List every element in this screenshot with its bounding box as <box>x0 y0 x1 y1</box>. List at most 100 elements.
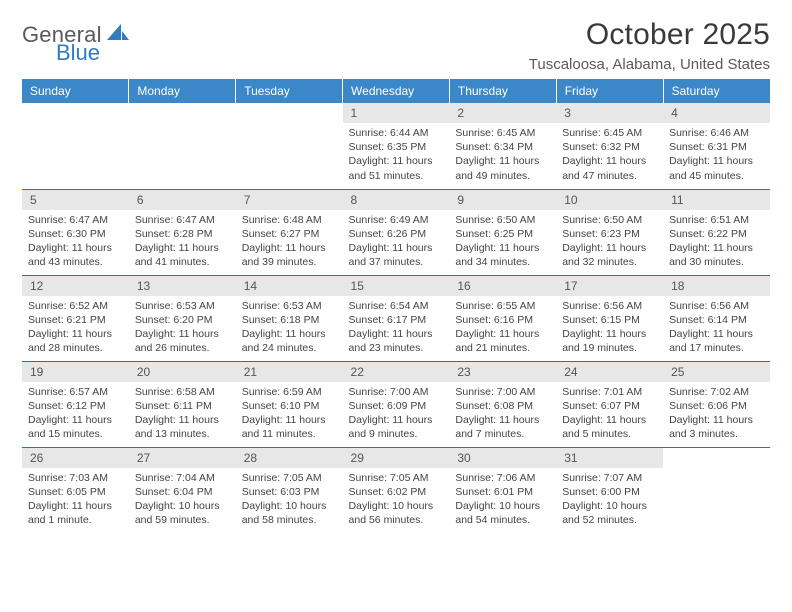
day-cell: 29Sunrise: 7:05 AMSunset: 6:02 PMDayligh… <box>343 448 450 534</box>
daylight-line: Daylight: 11 hours and 45 minutes. <box>669 154 764 182</box>
sunset-line: Sunset: 6:17 PM <box>349 313 444 327</box>
calendar-cell: 21Sunrise: 6:59 AMSunset: 6:10 PMDayligh… <box>236 361 343 447</box>
day-cell: 4Sunrise: 6:46 AMSunset: 6:31 PMDaylight… <box>663 103 770 189</box>
daylight-line: Daylight: 11 hours and 1 minute. <box>28 499 123 527</box>
day-number: 28 <box>236 448 343 468</box>
sunrise-line: Sunrise: 7:03 AM <box>28 471 123 485</box>
day-cell: 16Sunrise: 6:55 AMSunset: 6:16 PMDayligh… <box>449 276 556 361</box>
sunrise-line: Sunrise: 7:04 AM <box>135 471 230 485</box>
calendar-cell <box>22 103 129 189</box>
day-number: 16 <box>449 276 556 296</box>
day-details: Sunrise: 6:49 AMSunset: 6:26 PMDaylight:… <box>343 210 450 274</box>
day-details: Sunrise: 6:47 AMSunset: 6:28 PMDaylight:… <box>129 210 236 274</box>
calendar-cell: 14Sunrise: 6:53 AMSunset: 6:18 PMDayligh… <box>236 275 343 361</box>
day-number: 1 <box>343 103 450 123</box>
day-number: 17 <box>556 276 663 296</box>
day-header: Friday <box>556 79 663 103</box>
sunset-line: Sunset: 6:14 PM <box>669 313 764 327</box>
calendar-cell: 2Sunrise: 6:45 AMSunset: 6:34 PMDaylight… <box>449 103 556 189</box>
daylight-line: Daylight: 11 hours and 39 minutes. <box>242 241 337 269</box>
sunset-line: Sunset: 6:21 PM <box>28 313 123 327</box>
day-number: 15 <box>343 276 450 296</box>
day-cell: 20Sunrise: 6:58 AMSunset: 6:11 PMDayligh… <box>129 362 236 447</box>
sunrise-line: Sunrise: 6:52 AM <box>28 299 123 313</box>
day-cell: 27Sunrise: 7:04 AMSunset: 6:04 PMDayligh… <box>129 448 236 534</box>
sunset-line: Sunset: 6:23 PM <box>562 227 657 241</box>
sunrise-line: Sunrise: 6:50 AM <box>562 213 657 227</box>
daylight-line: Daylight: 11 hours and 15 minutes. <box>28 413 123 441</box>
calendar-row: 5Sunrise: 6:47 AMSunset: 6:30 PMDaylight… <box>22 189 770 275</box>
sunset-line: Sunset: 6:12 PM <box>28 399 123 413</box>
day-number: 22 <box>343 362 450 382</box>
month-title: October 2025 <box>529 18 770 52</box>
daylight-line: Daylight: 11 hours and 5 minutes. <box>562 413 657 441</box>
calendar-cell: 22Sunrise: 7:00 AMSunset: 6:09 PMDayligh… <box>343 361 450 447</box>
day-details: Sunrise: 6:47 AMSunset: 6:30 PMDaylight:… <box>22 210 129 274</box>
calendar-cell: 30Sunrise: 7:06 AMSunset: 6:01 PMDayligh… <box>449 447 556 533</box>
logo-text: General Blue <box>22 24 129 64</box>
calendar-body: 1Sunrise: 6:44 AMSunset: 6:35 PMDaylight… <box>22 103 770 533</box>
day-details: Sunrise: 6:45 AMSunset: 6:34 PMDaylight:… <box>449 123 556 187</box>
day-number: 21 <box>236 362 343 382</box>
calendar-cell: 18Sunrise: 6:56 AMSunset: 6:14 PMDayligh… <box>663 275 770 361</box>
day-header: Wednesday <box>343 79 450 103</box>
daylight-line: Daylight: 11 hours and 13 minutes. <box>135 413 230 441</box>
daylight-line: Daylight: 11 hours and 26 minutes. <box>135 327 230 355</box>
calendar-cell: 11Sunrise: 6:51 AMSunset: 6:22 PMDayligh… <box>663 189 770 275</box>
daylight-line: Daylight: 11 hours and 9 minutes. <box>349 413 444 441</box>
sunrise-line: Sunrise: 6:54 AM <box>349 299 444 313</box>
sunrise-line: Sunrise: 6:59 AM <box>242 385 337 399</box>
day-details: Sunrise: 7:07 AMSunset: 6:00 PMDaylight:… <box>556 468 663 532</box>
calendar-cell: 27Sunrise: 7:04 AMSunset: 6:04 PMDayligh… <box>129 447 236 533</box>
calendar-cell <box>129 103 236 189</box>
daylight-line: Daylight: 10 hours and 52 minutes. <box>562 499 657 527</box>
day-cell: 25Sunrise: 7:02 AMSunset: 6:06 PMDayligh… <box>663 362 770 447</box>
daylight-line: Daylight: 11 hours and 43 minutes. <box>28 241 123 269</box>
sunrise-line: Sunrise: 6:53 AM <box>242 299 337 313</box>
sunrise-line: Sunrise: 7:00 AM <box>349 385 444 399</box>
sunset-line: Sunset: 6:25 PM <box>455 227 550 241</box>
daylight-line: Daylight: 11 hours and 51 minutes. <box>349 154 444 182</box>
calendar-cell: 28Sunrise: 7:05 AMSunset: 6:03 PMDayligh… <box>236 447 343 533</box>
sunset-line: Sunset: 6:05 PM <box>28 485 123 499</box>
calendar-cell: 16Sunrise: 6:55 AMSunset: 6:16 PMDayligh… <box>449 275 556 361</box>
calendar-cell <box>236 103 343 189</box>
calendar-cell: 9Sunrise: 6:50 AMSunset: 6:25 PMDaylight… <box>449 189 556 275</box>
calendar-page: General Blue October 2025 Tuscaloosa, Al… <box>0 0 792 533</box>
day-details: Sunrise: 6:59 AMSunset: 6:10 PMDaylight:… <box>236 382 343 446</box>
day-cell: 15Sunrise: 6:54 AMSunset: 6:17 PMDayligh… <box>343 276 450 361</box>
sail-icon <box>107 24 129 46</box>
calendar-row: 1Sunrise: 6:44 AMSunset: 6:35 PMDaylight… <box>22 103 770 189</box>
sunrise-line: Sunrise: 6:55 AM <box>455 299 550 313</box>
day-cell: 14Sunrise: 6:53 AMSunset: 6:18 PMDayligh… <box>236 276 343 361</box>
day-details: Sunrise: 6:50 AMSunset: 6:23 PMDaylight:… <box>556 210 663 274</box>
sunrise-line: Sunrise: 7:01 AM <box>562 385 657 399</box>
sunset-line: Sunset: 6:10 PM <box>242 399 337 413</box>
day-header: Saturday <box>663 79 770 103</box>
day-number: 12 <box>22 276 129 296</box>
day-details: Sunrise: 6:53 AMSunset: 6:18 PMDaylight:… <box>236 296 343 360</box>
day-number: 4 <box>663 103 770 123</box>
sunrise-line: Sunrise: 6:44 AM <box>349 126 444 140</box>
day-details: Sunrise: 7:04 AMSunset: 6:04 PMDaylight:… <box>129 468 236 532</box>
day-number: 30 <box>449 448 556 468</box>
calendar-row: 26Sunrise: 7:03 AMSunset: 6:05 PMDayligh… <box>22 447 770 533</box>
calendar-cell: 23Sunrise: 7:00 AMSunset: 6:08 PMDayligh… <box>449 361 556 447</box>
sunrise-line: Sunrise: 6:57 AM <box>28 385 123 399</box>
sunrise-line: Sunrise: 7:06 AM <box>455 471 550 485</box>
day-details: Sunrise: 7:02 AMSunset: 6:06 PMDaylight:… <box>663 382 770 446</box>
day-header: Tuesday <box>236 79 343 103</box>
sunset-line: Sunset: 6:35 PM <box>349 140 444 154</box>
calendar-cell: 26Sunrise: 7:03 AMSunset: 6:05 PMDayligh… <box>22 447 129 533</box>
calendar-cell: 3Sunrise: 6:45 AMSunset: 6:32 PMDaylight… <box>556 103 663 189</box>
sunset-line: Sunset: 6:15 PM <box>562 313 657 327</box>
sunrise-line: Sunrise: 6:45 AM <box>455 126 550 140</box>
day-number: 19 <box>22 362 129 382</box>
calendar-cell: 12Sunrise: 6:52 AMSunset: 6:21 PMDayligh… <box>22 275 129 361</box>
day-cell: 3Sunrise: 6:45 AMSunset: 6:32 PMDaylight… <box>556 103 663 189</box>
day-cell: 30Sunrise: 7:06 AMSunset: 6:01 PMDayligh… <box>449 448 556 534</box>
sunset-line: Sunset: 6:08 PM <box>455 399 550 413</box>
calendar-cell: 24Sunrise: 7:01 AMSunset: 6:07 PMDayligh… <box>556 361 663 447</box>
sunset-line: Sunset: 6:20 PM <box>135 313 230 327</box>
calendar-cell <box>663 447 770 533</box>
